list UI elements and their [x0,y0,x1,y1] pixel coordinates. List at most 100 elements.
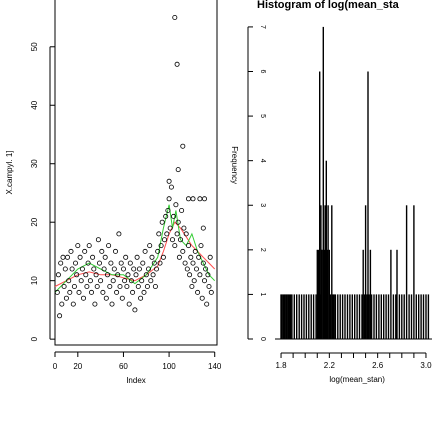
histogram-bar [392,294,395,339]
data-point [92,301,98,307]
data-point [106,243,112,249]
y-tick-label: 3 [259,203,266,207]
histogram-bar [370,294,373,339]
data-point [167,225,173,231]
histogram-bar [293,294,295,339]
data-point [172,14,178,20]
histogram-bar [363,294,366,339]
data-point [191,278,197,284]
data-point [204,301,210,307]
histogram-bar [280,294,282,339]
histogram-bar [341,294,344,339]
histogram-bar [300,294,303,339]
data-point [185,243,191,249]
data-point [91,266,97,272]
histogram-bar [286,294,288,339]
data-point [114,289,120,295]
histogram-bar [427,294,430,339]
histogram-bar [385,294,387,339]
data-point [177,237,183,243]
data-point [75,243,81,249]
data-point [166,196,172,202]
data-point [102,254,108,260]
left-scatter-plot: 0 10 20 30 40 50 X.campyl. 1] 0 20 60 100 140 Index [5,0,222,385]
chart-title: Histogram of log(mean_sta [257,0,400,11]
histogram-bar [298,294,300,339]
histogram-bar [296,294,298,339]
data-point [119,295,125,301]
histogram-bar [315,294,317,339]
data-point [57,313,63,319]
histogram-bar [418,294,420,339]
data-point [123,254,129,260]
histogram-bar [321,249,323,339]
y-tick-label: 0 [30,336,39,341]
data-point [205,272,211,278]
data-point [94,283,100,289]
data-point [68,248,74,254]
data-point [195,289,201,295]
x-axis-label: Index [126,376,146,385]
data-point [108,260,114,266]
data-point [60,254,66,260]
data-point [128,278,134,284]
data-point [148,278,154,284]
histogram-bar [312,294,315,339]
histogram-bar [403,294,405,339]
data-point [130,289,136,295]
y-tick-label: 5 [259,114,266,118]
data-point [132,307,138,313]
data-point [160,254,166,260]
data-point [124,283,130,289]
histogram-bar [383,294,385,339]
histogram-bar [425,294,427,339]
data-point [203,266,209,272]
data-point [134,254,140,260]
histogram-bar [284,294,286,339]
data-point [76,289,82,295]
histogram-bar [322,26,324,340]
histogram-bar [415,294,417,339]
histogram-bar [337,294,339,339]
data-point [55,272,61,278]
data-point [145,266,151,272]
y-tick-label: 6 [259,70,266,74]
histogram-bar [420,294,422,339]
data-point [184,266,190,272]
data-point [77,254,83,260]
right-histogram: Histogram of log(mean_sta 0 1 2 3 4 5 6 7 Frequen… [230,0,432,384]
data-point [192,248,198,254]
y-axis-label: X.campyl. 1] [5,150,14,194]
data-point [116,231,122,237]
data-point [155,248,161,254]
histogram-bar [373,294,375,339]
data-point [147,243,153,249]
data-point [189,283,195,289]
histogram-bar [287,294,289,339]
data-point [185,196,191,202]
data-point [133,272,139,278]
histogram-bar [310,294,312,339]
histogram-bar [356,294,358,339]
y-tick-label: 2 [259,248,266,252]
histogram-bar [331,205,333,340]
data-point [193,266,199,272]
histogram-bar [282,294,285,339]
data-point [200,225,206,231]
data-point [157,260,163,266]
data-point [59,301,65,307]
histogram-bar [354,294,356,339]
data-point [168,184,174,190]
histogram-bar [396,249,398,339]
histogram-bar [344,294,346,339]
data-point [174,61,180,67]
data-point [153,266,159,272]
data-point [180,248,186,254]
data-point [164,231,170,237]
data-point [65,254,71,260]
data-point [208,289,214,295]
data-point [174,231,180,237]
data-point [115,272,121,278]
histogram-bar [291,294,293,339]
